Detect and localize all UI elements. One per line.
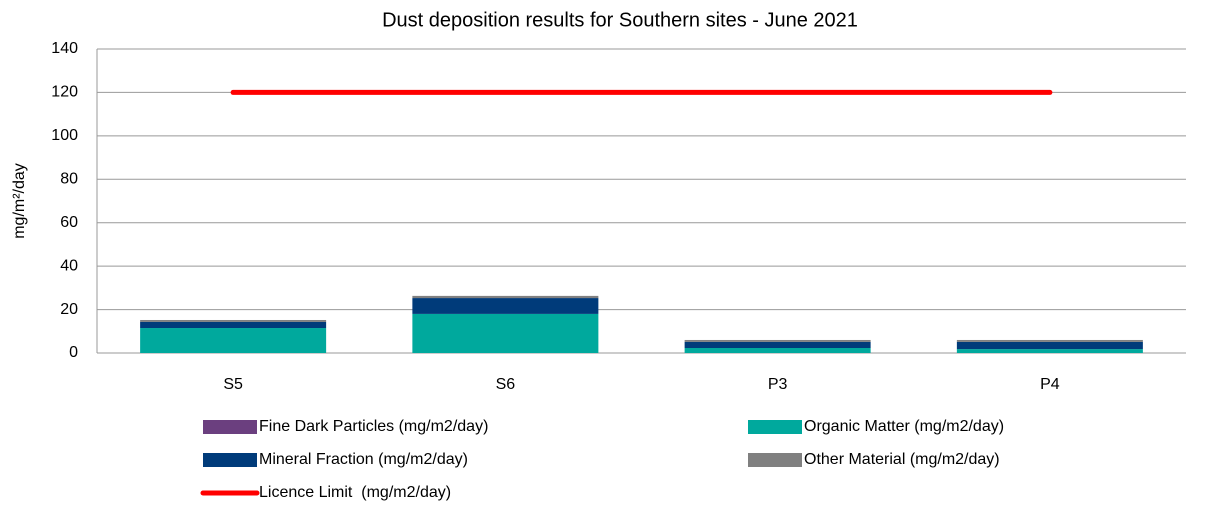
x-tick-label: P3	[768, 376, 788, 393]
legend-swatch	[748, 453, 802, 467]
bar-segment	[684, 341, 871, 349]
legend-label: Fine Dark Particles (mg/m2/day)	[259, 418, 488, 435]
y-tick-label: 80	[60, 171, 78, 188]
bar-segment	[412, 313, 599, 353]
legend-label: Mineral Fraction (mg/m2/day)	[259, 451, 468, 468]
y-axis-label: mg/m²/day	[11, 163, 28, 239]
y-tick-label: 100	[51, 127, 78, 144]
bar-segment	[140, 319, 327, 322]
legend-swatch	[748, 420, 802, 434]
y-tick-label: 60	[60, 214, 78, 231]
y-tick-label: 140	[51, 40, 78, 57]
legend-label: Licence Limit (mg/m2/day)	[259, 484, 451, 501]
x-tick-label: S5	[223, 376, 243, 393]
legend-label: Organic Matter (mg/m2/day)	[804, 418, 1004, 435]
bar-segment	[956, 349, 1143, 353]
x-tick-label: P4	[1040, 376, 1060, 393]
bar-segment	[956, 339, 1143, 342]
legend-swatch	[203, 420, 257, 434]
bar-segment	[140, 328, 327, 353]
y-tick-label: 120	[51, 84, 78, 101]
x-tick-label: S6	[496, 376, 516, 393]
bar-segment	[140, 321, 327, 329]
bar-segment	[684, 339, 871, 342]
bar-segment	[412, 298, 599, 314]
y-tick-label: 0	[69, 344, 78, 361]
chart-title: Dust deposition results for Southern sit…	[382, 9, 858, 31]
legend-swatch	[203, 453, 257, 467]
y-tick-label: 40	[60, 257, 78, 274]
bar-segment	[684, 348, 871, 353]
y-tick-label: 20	[60, 301, 78, 318]
bar-segment	[412, 295, 599, 299]
legend-label: Other Material (mg/m2/day)	[804, 451, 1000, 468]
bar-segment	[956, 341, 1143, 350]
